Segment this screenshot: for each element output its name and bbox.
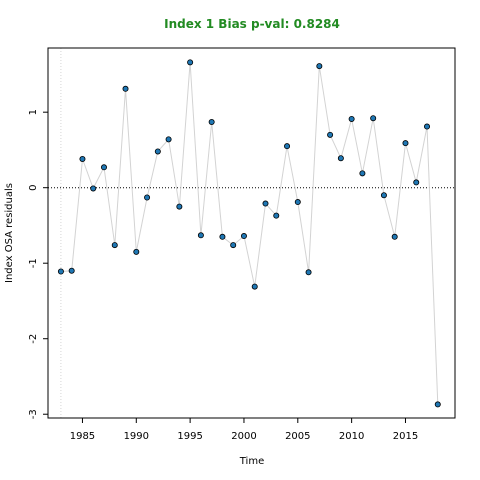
data-point <box>284 143 291 150</box>
x-tick-label: 1995 <box>177 431 202 442</box>
x-axis: 1985 1990 1995 2000 2005 2010 2015 <box>70 418 418 442</box>
data-point <box>380 192 387 199</box>
x-tick-label: 2015 <box>393 431 418 442</box>
data-point <box>402 140 409 147</box>
data-point <box>197 232 204 239</box>
data-point <box>122 85 129 92</box>
data-point <box>57 268 64 275</box>
plot-area <box>48 48 455 418</box>
data-point <box>68 267 75 274</box>
y-tick-label: -1 <box>28 258 39 268</box>
data-point <box>359 170 366 177</box>
data-point <box>348 115 355 122</box>
data-point <box>251 283 258 290</box>
data-point <box>133 248 140 255</box>
data-point <box>165 136 172 143</box>
y-tick-label: 0 <box>28 185 39 191</box>
data-point <box>262 200 269 207</box>
x-tick-label: 1985 <box>70 431 95 442</box>
y-tick-label: -3 <box>28 409 39 419</box>
data-point <box>370 115 377 122</box>
x-tick-label: 2000 <box>231 431 256 442</box>
data-point <box>144 194 151 201</box>
data-point <box>79 155 86 162</box>
x-tick-label: 2010 <box>339 431 364 442</box>
data-point <box>413 179 420 186</box>
data-point <box>208 119 215 126</box>
y-axis: -3 -2 -1 0 1 <box>28 109 48 419</box>
chart-title: Index 1 Bias p-val: 0.8284 <box>164 17 340 31</box>
data-point <box>294 199 301 206</box>
data-point <box>273 212 280 219</box>
data-point <box>316 63 323 70</box>
y-tick-label: -2 <box>28 334 39 344</box>
data-point <box>154 148 161 155</box>
y-axis-label: Index OSA residuals <box>4 183 15 283</box>
data-point <box>111 242 118 249</box>
data-point <box>100 164 107 171</box>
data-point <box>391 233 398 240</box>
series-line <box>60 62 439 405</box>
data-point <box>90 185 97 192</box>
data-point <box>337 155 344 162</box>
x-tick-label: 2005 <box>285 431 310 442</box>
data-point <box>187 59 194 66</box>
data-point <box>327 131 334 138</box>
x-tick-label: 1990 <box>124 431 149 442</box>
x-axis-label: Time <box>239 456 264 467</box>
data-point <box>176 203 183 210</box>
data-point <box>434 401 441 408</box>
data-point <box>240 233 247 240</box>
y-tick-label: 1 <box>28 109 39 115</box>
data-point <box>219 233 226 240</box>
data-point <box>424 123 431 130</box>
plot-frame <box>47 47 456 419</box>
data-point <box>305 269 312 276</box>
data-point <box>230 242 237 249</box>
